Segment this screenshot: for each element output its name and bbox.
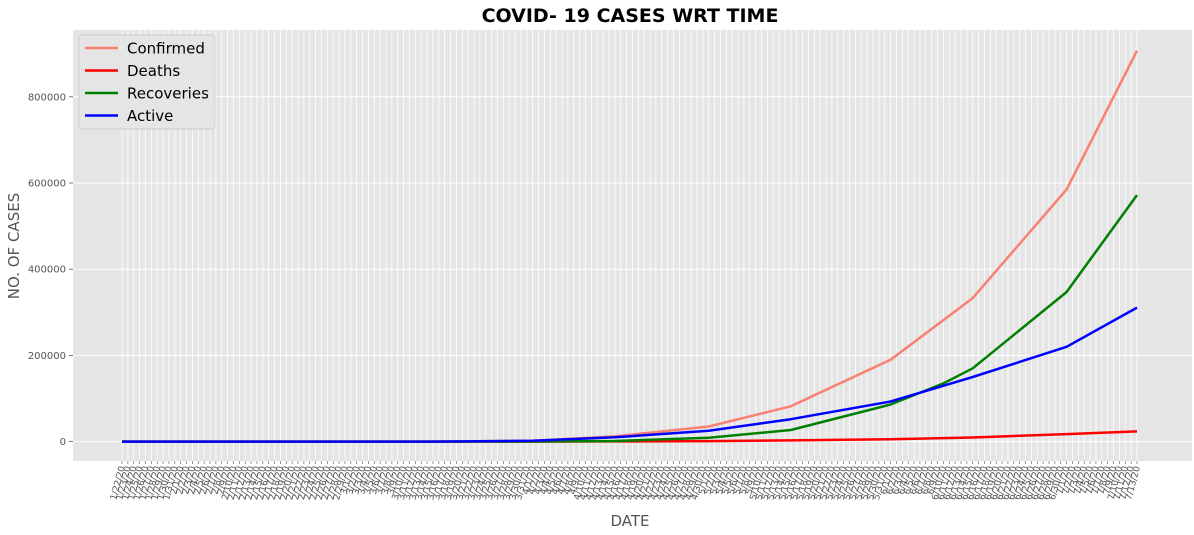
y-tick-label: 400000 bbox=[28, 265, 66, 276]
legend: Confirmed Deaths Recoveries Active bbox=[78, 34, 216, 130]
y-tick-label: 200000 bbox=[28, 351, 66, 362]
y-tick-label: 600000 bbox=[28, 179, 66, 190]
x-axis-label: DATE bbox=[610, 512, 649, 530]
legend-label-deaths: Deaths bbox=[127, 62, 180, 80]
y-tick-label: 800000 bbox=[28, 92, 66, 103]
legend-label-confirmed: Confirmed bbox=[127, 40, 205, 58]
legend-box bbox=[78, 34, 216, 130]
x-tick-labels: 1/22/201/23/201/24/201/25/201/26/201/27/… bbox=[109, 461, 1143, 501]
series-line-active bbox=[122, 306, 1138, 443]
legend-label-recoveries: Recoveries bbox=[127, 85, 209, 103]
y-axis-label: NO. OF CASES bbox=[5, 193, 23, 299]
legend-label-active: Active bbox=[127, 107, 173, 125]
chart-title: COVID- 19 CASES WRT TIME bbox=[482, 5, 779, 27]
y-tick-label: 0 bbox=[60, 437, 66, 448]
y-tick-labels: 0 200000 400000 600000 800000 bbox=[28, 92, 73, 448]
series-lines bbox=[122, 50, 1139, 443]
